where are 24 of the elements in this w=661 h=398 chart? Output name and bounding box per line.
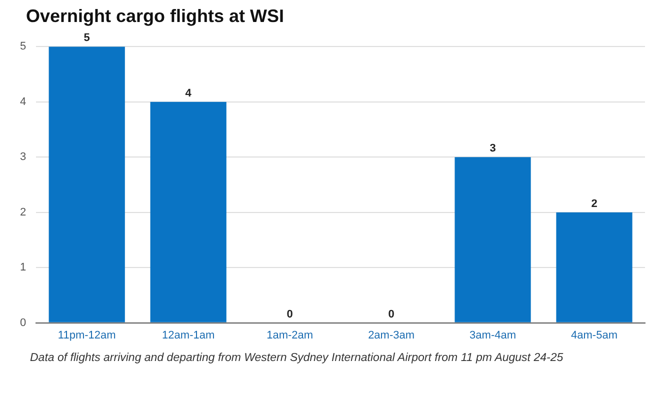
x-tick-label: 12am-1am <box>162 329 215 342</box>
data-label: 3 <box>490 142 496 155</box>
data-label: 2 <box>591 198 598 210</box>
data-label: 4 <box>185 87 192 100</box>
y-tick-label: 4 <box>20 96 26 108</box>
y-tick-label: 5 <box>20 40 26 53</box>
chart-title: Overnight cargo flights at WSI <box>26 6 284 27</box>
x-tick-label: 3am-4am <box>470 329 516 342</box>
x-tick-label: 2am-3am <box>368 329 415 342</box>
data-label: 0 <box>388 308 394 320</box>
y-tick-label: 0 <box>20 316 26 329</box>
y-tick-label: 3 <box>20 151 26 164</box>
x-tick-label: 4am-5am <box>571 329 618 342</box>
bar <box>556 212 632 322</box>
y-tick-label: 2 <box>20 206 26 218</box>
bar <box>454 157 531 322</box>
data-label: 5 <box>84 32 90 44</box>
x-tick-label: 11pm-12am <box>58 329 116 342</box>
bar <box>48 46 125 322</box>
data-label: 0 <box>286 308 293 320</box>
text: Data of flights arriving and departing from Western Sydney International Airport from 11 pm August 24-25 <box>30 352 564 364</box>
x-tick-label: 1am-2am <box>266 329 314 342</box>
y-tick-label: 1 <box>20 262 26 274</box>
bar <box>150 102 226 322</box>
